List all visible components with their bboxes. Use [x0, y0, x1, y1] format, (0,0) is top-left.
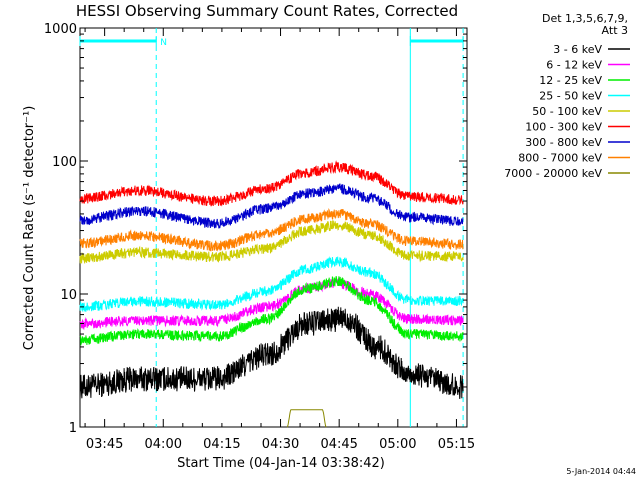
plot-frame — [79, 27, 468, 428]
legend-label: 12 - 25 keV — [539, 74, 602, 87]
series-line-5 — [79, 160, 464, 207]
night-markers: N — [79, 28, 464, 427]
series-line-6 — [79, 183, 464, 229]
x-tick-label: 03:45 — [86, 437, 123, 452]
series-line-8 — [286, 409, 327, 428]
x-tick-label: 04:45 — [320, 437, 357, 452]
y-tick-label: 1 — [69, 421, 77, 436]
legend-label: 7000 - 20000 keV — [504, 167, 602, 180]
series-line-0 — [79, 306, 464, 400]
legend-label: 800 - 7000 keV — [518, 152, 602, 165]
legend-label: 300 - 800 keV — [525, 136, 602, 149]
x-tick-label: 04:00 — [145, 437, 182, 452]
y-axis-label: Corrected Count Rate (s⁻¹ detector⁻¹) — [22, 106, 37, 351]
series-line-1 — [79, 277, 464, 331]
y-tick-label: 1000 — [44, 22, 77, 37]
night-label: N — [160, 38, 167, 48]
legend-label: 100 - 300 keV — [525, 121, 602, 134]
chart-title: HESSI Observing Summary Count Rates, Cor… — [76, 2, 458, 20]
x-tick-label: 05:15 — [438, 437, 475, 452]
legend: Det 1,3,5,6,7,9,Att 33 - 6 keV 6 - 12 keV… — [504, 12, 630, 180]
x-axis-label: Start Time (04-Jan-14 03:38:42) — [177, 456, 385, 471]
y-tick-label: 10 — [60, 288, 77, 303]
legend-label: 25 - 50 keV — [539, 90, 602, 103]
legend-label: 50 - 100 keV — [532, 105, 602, 118]
generation-timestamp: 5-Jan-2014 04:44 — [566, 467, 636, 476]
x-tick-label: 05:00 — [379, 437, 416, 452]
x-tick-label: 04:15 — [203, 437, 240, 452]
legend-label: 3 - 6 keV — [553, 43, 602, 56]
legend-label: 6 - 12 keV — [546, 59, 602, 72]
y-axis-ticks: 1 10 100 1000 — [44, 22, 467, 436]
series-line-4 — [79, 220, 464, 264]
series-line-3 — [79, 256, 464, 313]
x-axis-ticks: 03:45 04:00 04:15 04:30 04:45 05:00 05:15 — [84, 28, 475, 452]
y-tick-label: 100 — [52, 155, 77, 170]
series-group — [79, 160, 464, 428]
series-line-2 — [79, 275, 464, 346]
x-tick-label: 04:30 — [262, 437, 299, 452]
legend-header: Att 3 — [602, 24, 628, 37]
series-line-7 — [79, 208, 464, 252]
legend-header: Det 1,3,5,6,7,9, — [542, 12, 628, 25]
